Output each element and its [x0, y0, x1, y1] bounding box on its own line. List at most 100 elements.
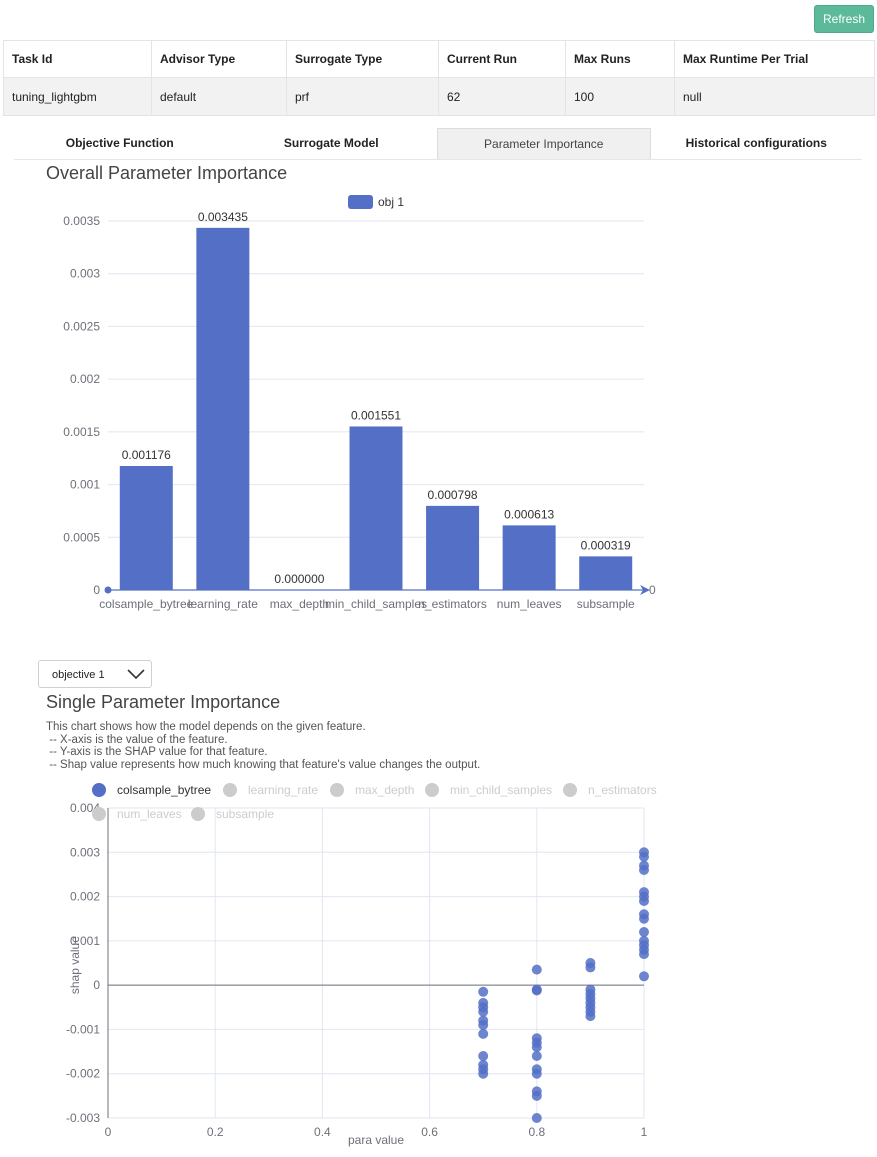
description-line: -- Shap value represents how much knowin…: [46, 758, 481, 771]
scatter-point: [531, 1051, 542, 1061]
y-tick-label: 0: [93, 583, 100, 597]
header-surrogate-type: Surrogate Type: [286, 40, 439, 78]
task-info-table: Task Id Advisor Type Surrogate Type Curr…: [3, 40, 875, 116]
header-current-run: Current Run: [438, 40, 566, 78]
y-right-tick-label: 0: [649, 583, 656, 597]
legend-marker: [191, 807, 205, 821]
tab-bar: Objective Function Surrogate Model Param…: [14, 128, 862, 160]
scatter-point: [478, 1020, 489, 1030]
scatter-point: [639, 971, 649, 982]
x-tick-label: 0.6: [421, 1125, 438, 1139]
tab-surrogate-model[interactable]: Surrogate Model: [283, 136, 379, 150]
cell-surrogate-type: prf: [286, 77, 439, 116]
x-tick-label: 0.8: [528, 1125, 545, 1139]
scatter-point: [531, 1090, 542, 1101]
scatter-point: [478, 1028, 489, 1039]
x-tick-label: learning_rate: [188, 597, 258, 611]
scatter-point: [478, 1068, 489, 1079]
bar-data-label: 0.000319: [581, 538, 631, 552]
table-header-row: Task Id Advisor Type Surrogate Type Curr…: [3, 40, 875, 78]
bar-data-label: 0.000613: [504, 507, 554, 521]
y-tick-label: 0.001: [70, 478, 100, 492]
scatter-point: [478, 1051, 489, 1061]
legend-marker: [92, 807, 106, 821]
y-axis-label: shap value: [68, 936, 82, 994]
legend-label: min_child_samples: [450, 783, 552, 797]
tab-parameter-importance[interactable]: Parameter Importance: [437, 128, 651, 159]
objective-select-value: objective 1: [52, 669, 105, 681]
legend-marker: [223, 783, 237, 797]
legend-label: num_leaves: [117, 807, 182, 821]
scatter-point: [639, 865, 649, 875]
scatter-point: [585, 962, 596, 973]
bar-data-label: 0.003435: [198, 210, 248, 224]
y-tick-label: -0.003: [66, 1111, 100, 1125]
scatter-point: [531, 1042, 542, 1053]
scatter-point: [639, 896, 649, 906]
x-axis-start-marker: [104, 586, 112, 594]
legend-label: max_depth: [355, 783, 414, 797]
tab-historical-configurations[interactable]: Historical configurations: [685, 136, 827, 150]
objective-select[interactable]: objective 1: [38, 660, 152, 688]
y-tick-label: 0.0005: [63, 530, 100, 544]
x-tick-label: 0.4: [314, 1125, 331, 1139]
bar-data-label: 0.000798: [428, 488, 478, 502]
x-tick-label: max_depth: [270, 597, 329, 611]
y-tick-label: 0.0015: [63, 425, 100, 439]
scatter-point: [639, 913, 649, 924]
y-tick-label: 0.0025: [63, 319, 100, 333]
bar: [196, 227, 250, 591]
description-line: This chart shows how the model depends o…: [46, 721, 366, 733]
legend-marker: [563, 783, 577, 797]
scatter-point: [531, 964, 542, 975]
cell-current-run: 62: [438, 77, 566, 116]
refresh-button[interactable]: Refresh: [814, 5, 874, 33]
scatter-point: [639, 949, 649, 960]
y-tick-label: -0.002: [66, 1067, 100, 1081]
description-line: -- Y-axis is the SHAP value for that fea…: [46, 746, 268, 758]
single-importance-title: Single Parameter Importance: [46, 692, 281, 712]
y-tick-label: 0.002: [70, 372, 100, 386]
bar-data-label: 0.000000: [274, 572, 324, 586]
x-tick-label: 1: [641, 1125, 648, 1139]
x-tick-label: n_estimators: [418, 597, 487, 611]
bar: [426, 505, 480, 590]
legend-swatch: [348, 195, 373, 209]
legend-marker: [330, 783, 344, 797]
scatter-point: [531, 985, 542, 996]
bar-data-label: 0.001176: [122, 448, 171, 462]
y-tick-label: 0: [93, 978, 100, 992]
overall-importance-title: Overall Parameter Importance: [46, 163, 288, 183]
scatter-point: [639, 927, 649, 937]
cell-max-runs: 100: [565, 77, 675, 116]
description-line: -- X-axis is the value of the feature.: [46, 733, 228, 746]
bar-data-label: 0.001551: [351, 408, 401, 422]
bar: [119, 466, 173, 590]
cell-task-id: tuning_lightgbm: [3, 77, 152, 116]
legend-label: obj 1: [378, 195, 404, 209]
bar: [502, 525, 556, 590]
header-advisor-type: Advisor Type: [151, 40, 287, 78]
table-row: tuning_lightgbm default prf 62 100 null: [3, 77, 875, 116]
x-tick-label: 0.2: [207, 1125, 224, 1139]
y-tick-label: 0.001: [70, 934, 100, 948]
y-tick-label: 0.003: [70, 845, 100, 859]
legend-label: subsample: [216, 807, 274, 821]
x-tick-label: num_leaves: [497, 597, 562, 611]
scatter-point: [478, 986, 489, 997]
cell-advisor-type: default: [151, 77, 287, 116]
scatter-point: [531, 1068, 542, 1079]
scatter-point: [585, 1011, 596, 1022]
legend-marker: [425, 783, 439, 797]
header-max-runs: Max Runs: [565, 40, 675, 78]
x-axis-label: para value: [348, 1133, 404, 1147]
tab-objective-function[interactable]: Objective Function: [65, 136, 174, 150]
legend-label: learning_rate: [248, 783, 318, 797]
scatter-point: [478, 1006, 489, 1017]
y-tick-label: 0.002: [70, 890, 100, 904]
x-axis-arrow-icon: [640, 585, 650, 595]
legend-label: n_estimators: [588, 783, 657, 797]
bar: [349, 426, 403, 590]
x-tick-label: 0: [105, 1125, 112, 1139]
chevron-down-icon: [127, 669, 145, 680]
